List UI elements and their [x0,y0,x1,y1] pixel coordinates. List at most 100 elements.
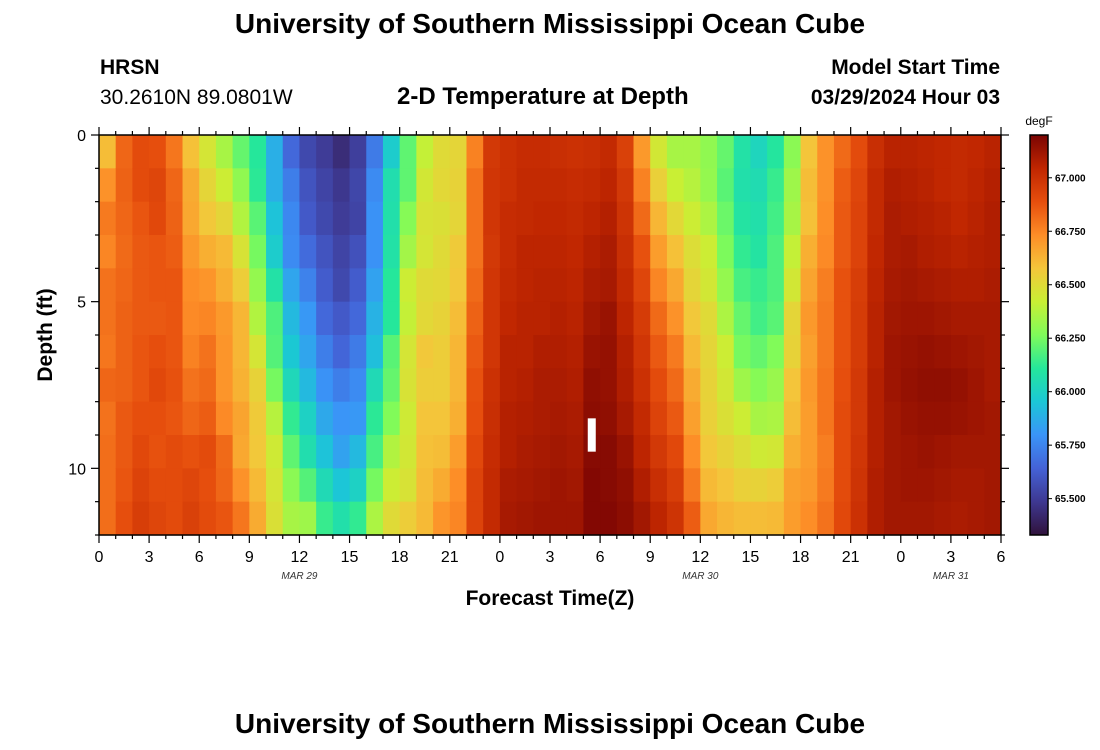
station-coordinates: 30.2610N 89.0801W [100,86,293,109]
heatmap-cell [266,501,284,536]
heatmap-cell [566,401,584,436]
heatmap-cell [533,335,551,369]
heatmap-cell [783,235,802,269]
heatmap-cell [499,201,518,236]
heatmap-cell [934,501,952,536]
heatmap-cell [132,368,150,403]
heatmap-cell [600,201,618,236]
heatmap-cell [132,301,150,336]
heatmap-cell [215,435,234,469]
heatmap-cell [767,368,785,403]
heatmap-cell [299,135,317,169]
heatmap-cell [833,501,852,536]
heatmap-cell [566,301,584,336]
heatmap-cell [483,368,501,403]
heatmap-cell [867,468,885,503]
heatmap-cell [566,335,584,369]
heatmap-cell [266,335,284,369]
heatmap-cell [433,268,451,303]
heatmap-cell [917,335,935,369]
heatmap-cell [800,235,818,269]
heatmap-cell [683,335,701,369]
heatmap-cell [884,235,902,269]
heatmap-cell [99,401,117,436]
heatmap-cell [115,135,133,169]
heatmap-cell [967,335,985,369]
heatmap-cell [583,235,601,269]
heatmap-cell [249,201,267,236]
heatmap-cell [266,435,284,469]
heatmap-cell [316,501,334,536]
heatmap-cell [266,201,284,236]
heatmap-cell [316,201,334,236]
heatmap-cell [783,268,802,303]
heatmap-cell [950,435,969,469]
heatmap-cell [149,235,167,269]
heatmap-cell [182,135,200,169]
heatmap-cell [583,468,601,503]
heatmap-cell [967,368,985,403]
heatmap-cell [733,135,752,169]
heatmap-cell [332,301,351,336]
heatmap-cell [800,201,818,236]
heatmap-cell [165,268,184,303]
footer-title: University of Southern Mississippi Ocean… [234,708,866,739]
heatmap-cell [332,168,351,203]
heatmap-cell [550,401,568,436]
heatmap-cell [299,201,317,236]
heatmap-cell [282,435,301,469]
heatmap-cell [416,468,434,503]
heatmap-cell [349,301,367,336]
heatmap-cell [533,468,551,503]
heatmap-cell [282,235,301,269]
heatmap-cell [666,201,685,236]
heatmap-cell [817,435,835,469]
heatmap-cell [99,301,117,336]
heatmap-cell [950,468,969,503]
heatmap-cell [683,135,701,169]
heatmap-cell [750,368,768,403]
heatmap-cell [215,235,234,269]
heatmap-cell [833,235,852,269]
heatmap-cell [934,435,952,469]
heatmap-cell [232,235,250,269]
heatmap-cell [616,335,635,369]
heatmap-cell [449,235,468,269]
heatmap-cell [483,435,501,469]
heatmap-cell [850,301,868,336]
heatmap-cell [266,268,284,303]
model-start-value: 03/29/2024 Hour 03 [810,86,1000,109]
heatmap-cell [850,401,868,436]
heatmap-cell [850,435,868,469]
colorbar: degF 65.500 65.750 66.000 66.250 66.500 66.75… [1025,114,1086,536]
heatmap-cell [349,135,367,169]
heatmap-cell [466,201,484,236]
heatmap-cell [366,335,384,369]
heatmap-cell [165,401,184,436]
heatmap-cell [316,168,334,203]
heatmap-cell [833,335,852,369]
heatmap-cell [750,235,768,269]
heatmap-cell [750,435,768,469]
heatmap-cell [516,335,534,369]
heatmap-cell [566,268,584,303]
heatmap-cell [466,301,484,336]
heatmap-cell [533,268,551,303]
heatmap-cell [733,435,752,469]
heatmap-cell [533,168,551,203]
heatmap-cell [700,368,718,403]
heatmap-cell [717,235,735,269]
heatmap-cell [767,401,785,436]
heatmap-cell [750,468,768,503]
heatmap-cell [232,501,250,536]
heatmap-cell [884,201,902,236]
heatmap-cell [900,335,919,369]
heatmap-cell [282,468,301,503]
heatmap-cell [266,468,284,503]
heatmap-cell [717,135,735,169]
heatmap-cell [199,368,217,403]
heatmap-cell [717,468,735,503]
chart-subtitle: 2-D Temperature at Depth [397,83,689,110]
heatmap-cell [232,368,250,403]
heatmap-cell [366,435,384,469]
